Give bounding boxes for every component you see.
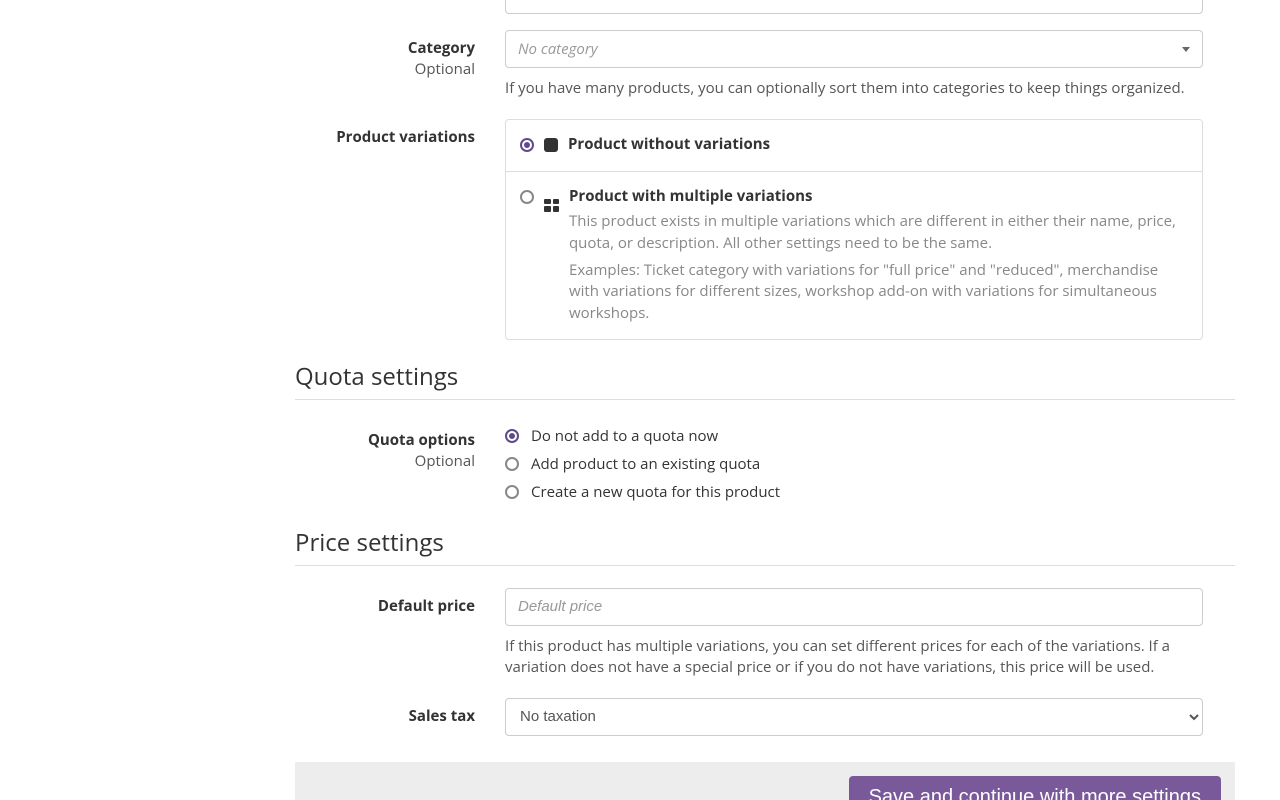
variations-panel-group: Product without variations Product with … bbox=[505, 119, 1203, 340]
quota-label: Quota options bbox=[295, 430, 475, 450]
variation-option-single[interactable]: Product without variations bbox=[506, 120, 1202, 171]
previous-field-input[interactable] bbox=[505, 0, 1203, 14]
variations-label: Product variations bbox=[295, 127, 475, 147]
category-select[interactable]: No category bbox=[505, 30, 1203, 68]
radio-icon bbox=[520, 138, 534, 152]
quota-option-existing[interactable]: Add product to an existing quota bbox=[505, 450, 1203, 478]
category-optional: Optional bbox=[295, 59, 475, 79]
variation-multi-desc2: Examples: Ticket category with variation… bbox=[569, 260, 1188, 325]
save-button[interactable]: Save and continue with more settings bbox=[849, 776, 1221, 800]
variation-multi-title: Product with multiple variations bbox=[569, 186, 1188, 206]
variation-single-title: Product without variations bbox=[568, 134, 770, 154]
default-price-input[interactable] bbox=[505, 588, 1203, 626]
sales-tax-label: Sales tax bbox=[295, 706, 475, 726]
chevron-down-icon bbox=[1182, 47, 1190, 52]
quota-option-new[interactable]: Create a new quota for this product bbox=[505, 478, 1203, 506]
price-heading: Price settings bbox=[295, 526, 1235, 559]
action-bar: Save and continue with more settings bbox=[295, 762, 1235, 800]
quota-option-label: Create a new quota for this product bbox=[531, 482, 780, 502]
grid-icon bbox=[544, 189, 559, 212]
quota-option-none[interactable]: Do not add to a quota now bbox=[505, 422, 1203, 450]
default-price-help: If this product has multiple variations,… bbox=[505, 636, 1203, 678]
category-label: Category bbox=[295, 38, 475, 58]
variation-multi-desc1: This product exists in multiple variatio… bbox=[569, 211, 1188, 255]
quota-heading: Quota settings bbox=[295, 360, 1235, 393]
category-select-value: No category bbox=[518, 39, 598, 59]
sales-tax-select[interactable]: No taxation bbox=[505, 698, 1203, 736]
default-price-label: Default price bbox=[295, 596, 475, 616]
radio-icon bbox=[520, 190, 534, 204]
quota-option-label: Do not add to a quota now bbox=[531, 426, 718, 446]
stop-icon bbox=[544, 137, 558, 157]
section-rule bbox=[295, 399, 1235, 400]
quota-option-label: Add product to an existing quota bbox=[531, 454, 760, 474]
quota-optional: Optional bbox=[295, 451, 475, 471]
radio-icon bbox=[505, 429, 519, 443]
quota-radio-list: Do not add to a quota now Add product to… bbox=[505, 422, 1203, 506]
radio-icon bbox=[505, 457, 519, 471]
variation-option-multi[interactable]: Product with multiple variations This pr… bbox=[506, 171, 1202, 339]
radio-icon bbox=[505, 485, 519, 499]
sidebar bbox=[0, 0, 250, 800]
main-content: Category Optional No category If you hav… bbox=[250, 0, 1280, 800]
category-help: If you have many products, you can optio… bbox=[505, 78, 1203, 99]
section-rule bbox=[295, 565, 1235, 566]
